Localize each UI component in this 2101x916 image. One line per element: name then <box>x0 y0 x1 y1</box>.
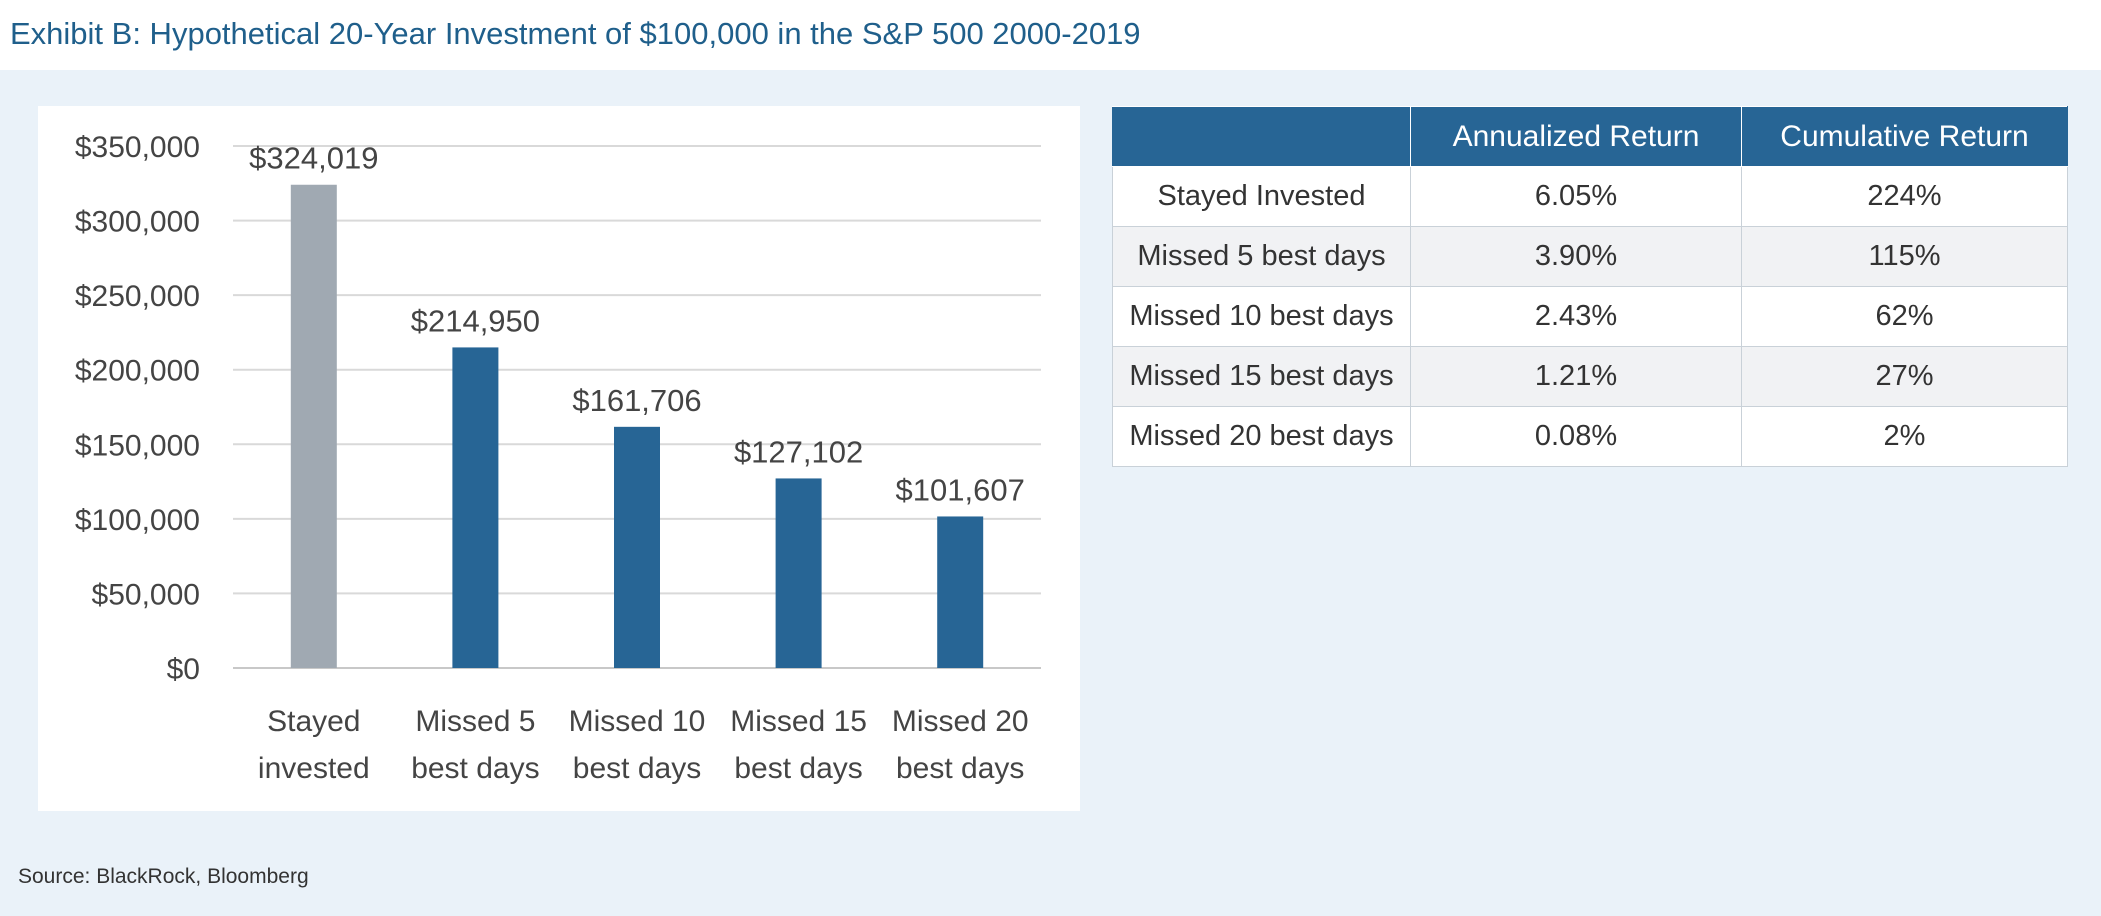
x-tick-label: Stayed <box>267 705 360 738</box>
table-header-row: Annualized Return Cumulative Return <box>1112 106 2068 167</box>
bar <box>937 516 984 668</box>
table-row: Stayed Invested 6.05% 224% <box>1112 166 2068 227</box>
table-header-annualized: Annualized Return <box>1410 106 1742 167</box>
cumulative-return: 115% <box>1741 226 2068 287</box>
data-label: $324,019 <box>249 141 378 176</box>
table-header-cumulative: Cumulative Return <box>1741 106 2068 167</box>
table-row: Missed 10 best days 2.43% 62% <box>1112 286 2068 347</box>
y-tick-label: $150,000 <box>75 429 200 462</box>
row-label: Missed 15 best days <box>1112 346 1411 407</box>
annualized-return: 0.08% <box>1410 406 1742 467</box>
bar <box>614 426 660 668</box>
cumulative-return: 27% <box>1741 346 2068 407</box>
x-tick-label: best days <box>573 752 701 785</box>
y-tick-label: $200,000 <box>75 355 200 388</box>
annualized-return: 3.90% <box>1410 226 1742 287</box>
y-tick-label: $350,000 <box>75 131 200 164</box>
bar-chart: $0 $50,000 $100,000 $150,000 $200,000 $250,00… <box>75 131 1041 785</box>
bar <box>452 347 499 668</box>
data-label: $101,607 <box>896 472 1025 507</box>
annualized-return: 2.43% <box>1410 286 1742 347</box>
x-tick-label: Missed 10 <box>569 705 706 738</box>
cumulative-return: 62% <box>1741 286 2068 347</box>
x-tick-label: Missed 20 <box>892 705 1029 738</box>
data-label: $161,706 <box>572 383 701 418</box>
table-row: Missed 5 best days 3.90% 115% <box>1112 226 2068 287</box>
x-tick-label: best days <box>734 752 862 785</box>
x-tick-label: best days <box>411 752 539 785</box>
row-label: Missed 5 best days <box>1112 226 1411 287</box>
y-tick-label: $50,000 <box>92 578 200 611</box>
y-tick-label: $300,000 <box>75 206 200 239</box>
annualized-return: 6.05% <box>1410 166 1742 227</box>
x-tick-label: best days <box>896 752 1024 785</box>
annualized-return: 1.21% <box>1410 346 1742 407</box>
row-label: Missed 20 best days <box>1112 406 1411 467</box>
data-label: $127,102 <box>734 434 863 469</box>
table-row: Missed 20 best days 0.08% 2% <box>1112 406 2068 467</box>
y-tick-label: $250,000 <box>75 280 200 313</box>
x-tick-label: invested <box>258 752 370 785</box>
row-label: Missed 10 best days <box>1112 286 1411 347</box>
row-label: Stayed Invested <box>1112 166 1411 227</box>
cumulative-return: 2% <box>1741 406 2068 467</box>
y-tick-label: $0 <box>167 653 200 686</box>
bar-chart-card: $0 $50,000 $100,000 $150,000 $200,000 $250,00… <box>38 106 1080 811</box>
data-label: $214,950 <box>411 303 540 338</box>
x-tick-label: Missed 5 <box>415 705 535 738</box>
source-note: Source: BlackRock, Bloomberg <box>18 865 309 888</box>
y-tick-label: $100,000 <box>75 504 200 537</box>
x-tick-label: Missed 15 <box>730 705 867 738</box>
table-header-blank <box>1112 106 1411 167</box>
bar <box>290 184 337 668</box>
table-row: Missed 15 best days 1.21% 27% <box>1112 346 2068 407</box>
bar <box>775 478 822 668</box>
page-title: Exhibit B: Hypothetical 20-Year Investme… <box>10 16 1141 51</box>
returns-table: Annualized Return Cumulative Return Stay… <box>1112 106 2068 467</box>
cumulative-return: 224% <box>1741 166 2068 227</box>
